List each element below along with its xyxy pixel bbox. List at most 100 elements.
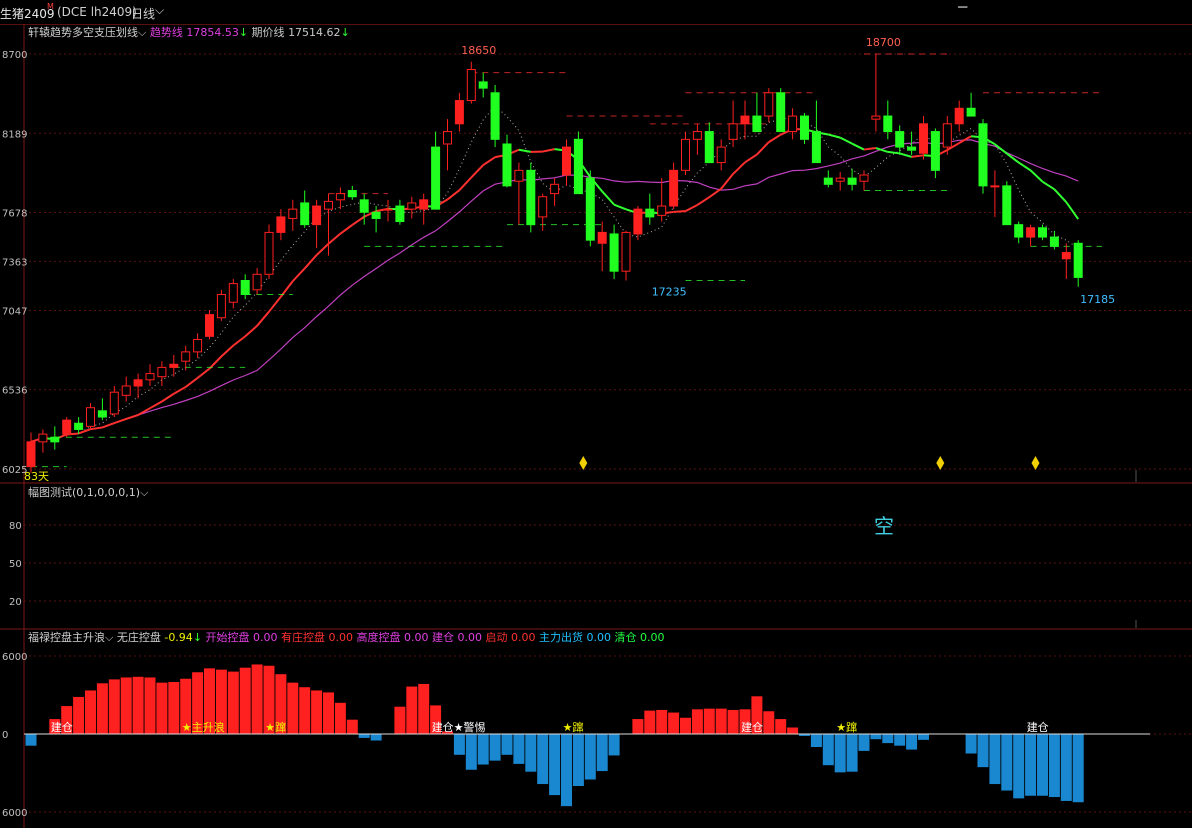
trend-line-segment <box>673 210 686 213</box>
legend-label: 建仓 <box>432 630 458 644</box>
candle-body <box>1073 242 1083 278</box>
indicator-name: 幅图测试(0,1,0,0,0,1) <box>28 486 140 499</box>
trend-line-segment <box>685 204 698 213</box>
chevron-down-icon: ⌵ <box>140 486 149 499</box>
trend-line-segment <box>1018 161 1032 172</box>
candle-body <box>585 177 595 241</box>
trend-line-segment <box>768 133 782 143</box>
histogram-bar <box>168 682 180 734</box>
histogram-bar <box>1048 734 1060 798</box>
histogram-bar <box>346 719 358 734</box>
histogram-bar <box>537 734 549 785</box>
chevron-down-icon[interactable]: ⌵ <box>155 3 165 17</box>
histogram-bar <box>477 734 489 765</box>
short-signal-label: 空 <box>874 514 894 538</box>
price-extreme-label: 17185 <box>1080 293 1115 306</box>
trend-line-segment <box>828 133 841 139</box>
histogram-bar <box>977 734 989 768</box>
trend-line-segment <box>446 189 461 201</box>
trend-line-segment <box>613 203 627 211</box>
candle-body <box>478 81 488 89</box>
candle-body <box>157 366 167 378</box>
candle-body <box>704 131 714 164</box>
histogram-bar <box>275 674 287 734</box>
candle-body <box>562 146 571 176</box>
y-tick-label: 6000 <box>2 808 27 819</box>
y-tick-label: 20 <box>9 597 22 608</box>
legend-value: 0.00 <box>329 631 354 644</box>
candle-body <box>692 131 702 140</box>
down-arrow-icon: ↓ <box>341 26 350 39</box>
histogram-bar <box>239 667 251 734</box>
histogram-bar <box>680 717 691 734</box>
main-legend: 轩辕趋势多空支压划线⌵ 趋势线 17854.53↓ 期价线 17514.62↓ <box>28 25 350 39</box>
main-contract-marker: M <box>47 2 54 11</box>
histogram-bar <box>299 687 311 734</box>
histogram-bar <box>61 706 73 734</box>
window-handle-icon[interactable]: ▁ <box>958 0 968 8</box>
histogram-bar <box>132 676 144 734</box>
histogram-bar <box>418 683 430 734</box>
legend-label: 无庄控盘 <box>117 630 165 644</box>
trend-line-segment <box>185 377 199 388</box>
symbol-name[interactable]: 生猪2409 <box>0 7 55 21</box>
candle-body <box>431 146 441 210</box>
contract-code: (DCE lh2409) <box>57 5 137 19</box>
candle-body <box>847 177 857 185</box>
candle-body <box>86 407 95 427</box>
candle-body <box>490 92 500 140</box>
trend-line-segment <box>696 196 710 206</box>
signal-label: ★主升浪 <box>182 720 225 734</box>
trend-line-segment <box>173 386 187 395</box>
price-extreme-label: 17235 <box>652 285 687 298</box>
histogram-bar <box>204 668 215 734</box>
histogram-bar <box>465 734 477 770</box>
candle-body <box>621 231 631 272</box>
trend-line-segment <box>149 400 163 410</box>
trend-line-segment <box>708 187 722 199</box>
legend-value: -0.94 <box>164 631 192 644</box>
signal-label: ★蹿 <box>836 720 857 734</box>
trend-line-segment <box>137 407 151 416</box>
trend-line-segment <box>102 422 115 429</box>
candle-body <box>895 131 905 148</box>
trend-line-segment <box>292 267 306 282</box>
histogram-bar <box>727 709 739 734</box>
histogram-bar <box>263 665 275 734</box>
histogram-bar <box>215 669 227 734</box>
legend-label: 启动 <box>486 631 512 644</box>
histogram-bar <box>632 719 644 734</box>
candle-body <box>169 363 179 368</box>
candle-body <box>240 280 250 295</box>
candle-body <box>335 193 345 201</box>
histogram-bar <box>810 734 822 747</box>
candle-body <box>669 169 679 207</box>
period-selector[interactable]: 日线 <box>131 7 156 21</box>
histogram-bar <box>739 709 751 734</box>
signal-label: 建仓 <box>51 720 73 734</box>
candle-body <box>800 115 809 140</box>
candle-body <box>1026 227 1036 238</box>
candle-body <box>276 216 286 233</box>
candle-body <box>919 123 928 154</box>
histogram-bar <box>251 664 263 734</box>
candle-body <box>359 199 369 213</box>
legend-label: 高度控盘 <box>357 630 405 644</box>
histogram-bar <box>584 734 596 780</box>
histogram-bar <box>1001 734 1013 791</box>
candle-body <box>597 231 607 244</box>
trend-line-segment <box>601 190 615 206</box>
title-bar: 生猪2409 M (DCE lh2409) 日线 ⌵ ▁ <box>0 0 1192 25</box>
histogram-bar <box>906 734 918 750</box>
candle-body <box>954 107 964 125</box>
candle-body <box>97 410 107 418</box>
histogram-bar <box>453 734 465 755</box>
histogram-bar <box>691 709 703 734</box>
histogram-bar <box>965 734 977 754</box>
legend-value: 0.00 <box>640 631 665 644</box>
candle-body <box>395 205 405 223</box>
candle-body <box>764 92 774 117</box>
candle-body <box>657 205 667 216</box>
trend-line-segment <box>113 417 127 424</box>
trend-line-segment <box>1029 169 1044 183</box>
